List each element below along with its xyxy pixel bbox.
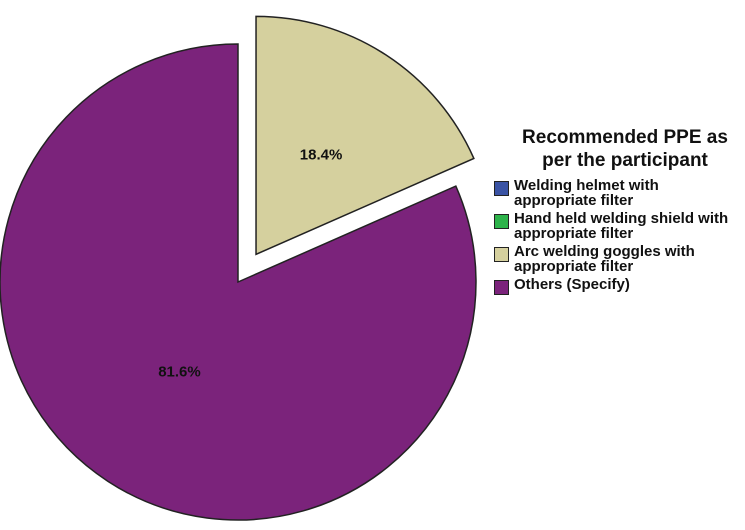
- legend: Recommended PPE as per the participant W…: [494, 126, 744, 298]
- legend-title: Recommended PPE as per the participant: [522, 127, 728, 171]
- legend-label-others: Others (Specify): [514, 276, 630, 293]
- slice-label-others: 81.6%: [158, 364, 201, 381]
- legend-swatch-arc-welding-goggles: [494, 247, 509, 262]
- pie-slices: [0, 15, 477, 521]
- legend-swatch-hand-held-shield: [494, 214, 509, 229]
- legend-item-arc-welding-goggles: Arc welding goggles with appropriate fil…: [494, 244, 744, 274]
- legend-item-others: Others (Specify): [494, 277, 744, 295]
- legend-swatch-others: [494, 280, 509, 295]
- pie-slice-others: [0, 43, 477, 521]
- slice-label-arc: 18.4%: [300, 147, 343, 164]
- legend-item-welding-helmet: Welding helmet with appropriate filter: [494, 178, 744, 208]
- slice-labels: 18.4% 81.6%: [158, 147, 342, 381]
- legend-label-welding-helmet: Welding helmet with appropriate filter: [514, 177, 659, 209]
- legend-label-hand-held-shield: Hand held welding shield with appropriat…: [514, 210, 729, 242]
- legend-swatch-welding-helmet: [494, 181, 509, 196]
- legend-item-hand-held-shield: Hand held welding shield with appropriat…: [494, 211, 744, 241]
- pie-slice-arc: [255, 15, 475, 256]
- legend-label-arc-welding-goggles: Arc welding goggles with appropriate fil…: [514, 243, 695, 275]
